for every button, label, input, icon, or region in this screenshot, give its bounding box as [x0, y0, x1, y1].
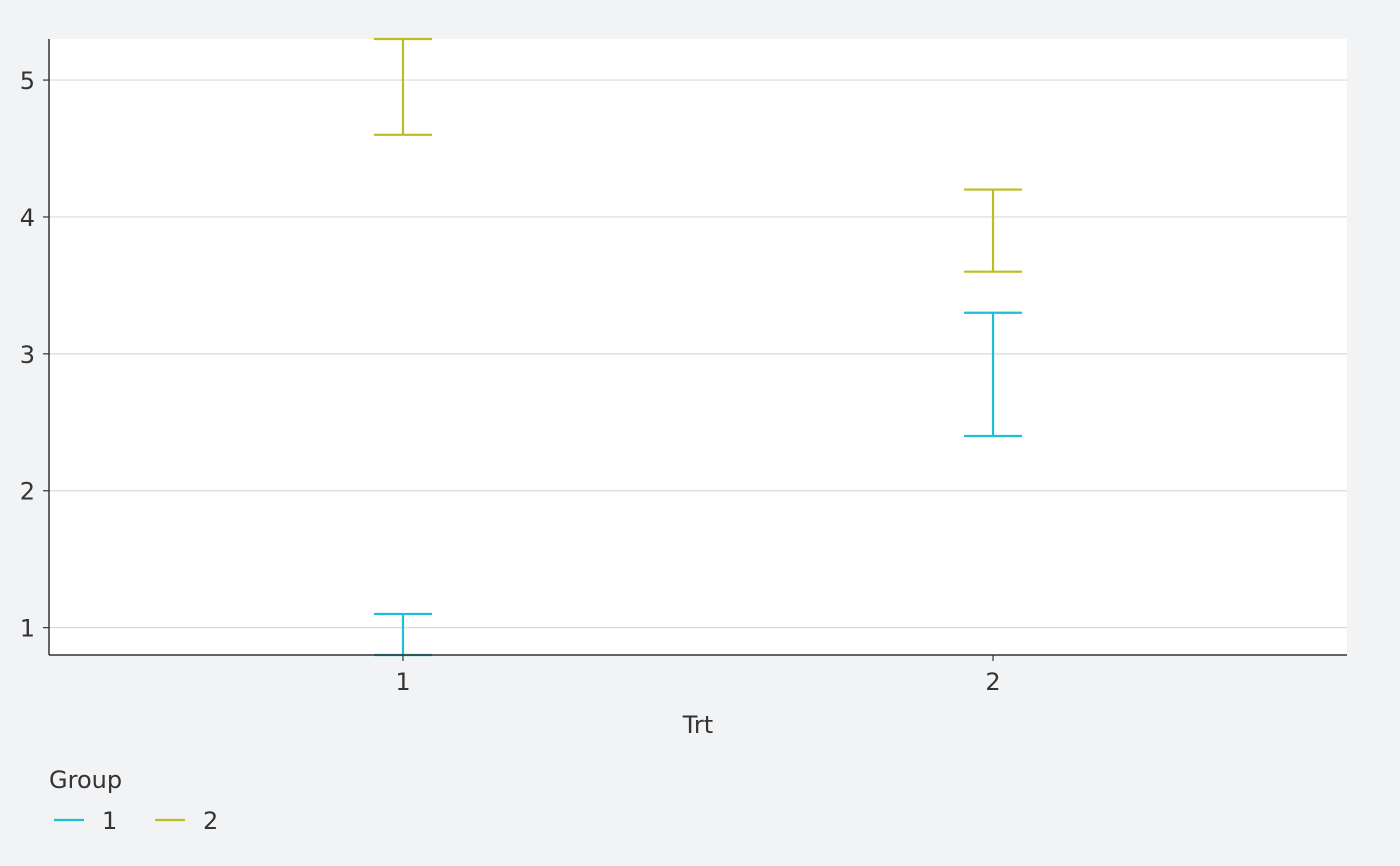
- y-tick-label-1: 1: [20, 615, 35, 643]
- legend-item-1: 1: [54, 807, 117, 835]
- error-bar-group-1-trt-2: [964, 311, 1023, 438]
- y-axis-ticks: 1 2 3 4 5: [20, 67, 49, 643]
- error-bars: [373, 37, 1023, 657]
- y-tick-label-5: 5: [20, 67, 35, 95]
- x-tick-label-1: 1: [395, 668, 410, 696]
- legend-label-2: 2: [203, 807, 218, 835]
- plot-panel: [49, 39, 1347, 655]
- legend-label-1: 1: [102, 807, 117, 835]
- y-tick-label-3: 3: [20, 341, 35, 369]
- y-tick-label-4: 4: [20, 204, 35, 232]
- legend-item-2: 2: [155, 807, 218, 835]
- x-tick-label-2: 2: [985, 668, 1000, 696]
- y-tick-label-2: 2: [20, 478, 35, 506]
- legend-title: Group: [49, 766, 122, 794]
- x-axis-title: Trt: [682, 711, 713, 739]
- error-bar-group-2-trt-2: [964, 188, 1023, 273]
- error-bar-group-2-trt-1: [373, 37, 432, 136]
- gridlines: [49, 79, 1347, 629]
